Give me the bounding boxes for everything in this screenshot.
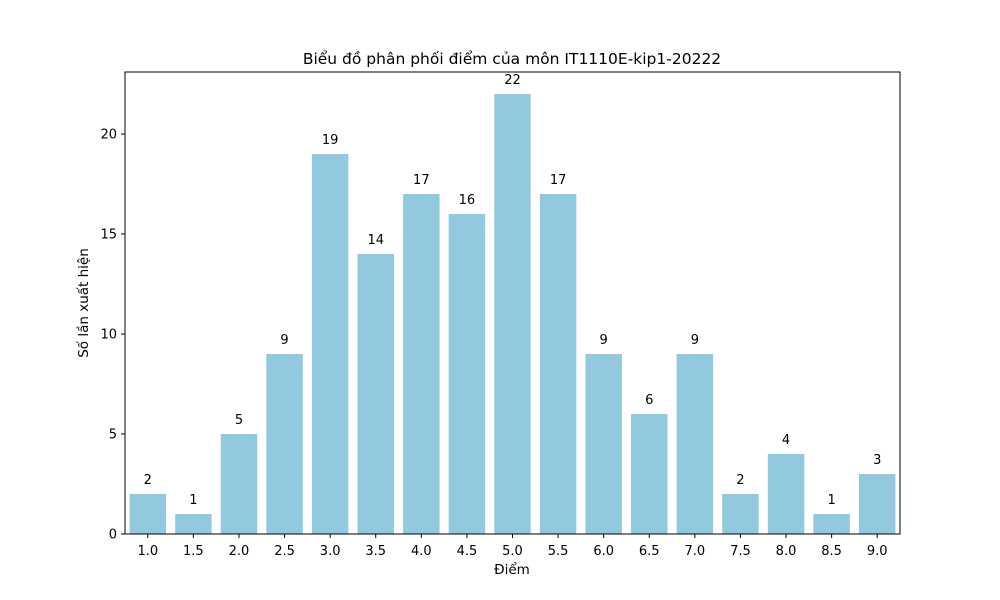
bar-1.0 [129, 494, 167, 534]
x-tick-label: 4.5 [457, 544, 478, 559]
chart-title: Biểu đồ phân phối điểm của môn IT1110E-k… [303, 50, 721, 68]
data-label-1.0: 2 [144, 473, 152, 488]
y-axis-ticks: 0 5 10 15 20 [100, 128, 125, 543]
data-labels-group: 2 1 5 9 19 14 17 16 22 17 9 6 9 2 4 1 3 [144, 73, 882, 508]
data-label-1.5: 1 [189, 493, 197, 508]
x-tick-label: 6.5 [639, 544, 660, 559]
bar-7.5 [722, 494, 759, 534]
bar-5.5 [539, 194, 577, 534]
plot-frame [124, 71, 901, 535]
data-label-8.0: 4 [782, 433, 790, 448]
x-tick-label: 5.5 [548, 544, 569, 559]
x-tick-label: 8.0 [776, 544, 797, 559]
x-axis-label: Điểm [494, 561, 530, 578]
y-tick-label: 15 [100, 228, 117, 243]
x-tick-label: 3.5 [365, 544, 386, 559]
x-axis-ticks: 1.0 1.5 2.0 2.5 3.0 3.5 4.0 4.5 5.0 5.5 6.0 6.5 7.0 7… [137, 534, 888, 559]
data-label-6.5: 6 [645, 393, 653, 408]
y-tick-label: 10 [100, 328, 117, 343]
data-label-4.0: 17 [413, 173, 430, 188]
bar-4.5 [448, 214, 486, 534]
y-tick-label: 20 [100, 128, 117, 143]
bar-9.0 [858, 474, 896, 534]
data-label-3.0: 19 [322, 133, 339, 148]
x-tick-label: 8.5 [821, 544, 842, 559]
x-tick-label: 6.0 [593, 544, 614, 559]
bar-3.5 [357, 254, 394, 534]
x-tick-label: 2.5 [274, 544, 295, 559]
x-tick-label: 2.0 [229, 544, 250, 559]
bar-3.0 [311, 154, 349, 534]
x-tick-label: 1.0 [137, 544, 158, 559]
y-axis-label: Số lần xuất hiện [75, 248, 92, 358]
data-label-3.5: 14 [367, 233, 384, 248]
x-tick-label: 4.0 [411, 544, 432, 559]
bar-1.5 [175, 514, 212, 534]
data-label-2.5: 9 [280, 333, 288, 348]
x-tick-label: 7.0 [685, 544, 706, 559]
x-tick-label: 5.0 [502, 544, 523, 559]
data-label-7.5: 2 [736, 473, 744, 488]
data-label-8.5: 1 [827, 493, 835, 508]
y-tick-label: 5 [109, 428, 117, 443]
x-tick-label: 9.0 [867, 544, 888, 559]
data-label-9.0: 3 [873, 453, 881, 468]
bar-5.0 [494, 94, 531, 534]
bar-8.5 [813, 514, 850, 534]
bar-4.0 [403, 194, 440, 534]
bar-6.0 [585, 354, 622, 534]
bar-6.5 [631, 414, 668, 534]
data-label-7.0: 9 [691, 333, 699, 348]
data-label-5.0: 22 [504, 73, 521, 88]
bars-group [129, 94, 896, 534]
bar-8.0 [767, 454, 805, 534]
bar-2.5 [266, 354, 303, 534]
y-tick-label: 0 [109, 528, 117, 543]
data-label-4.5: 16 [459, 193, 476, 208]
x-tick-label: 7.5 [730, 544, 751, 559]
data-label-5.5: 17 [550, 173, 567, 188]
bar-7.0 [676, 354, 714, 534]
x-tick-label: 3.0 [320, 544, 341, 559]
data-label-6.0: 9 [600, 333, 608, 348]
x-tick-label: 1.5 [183, 544, 204, 559]
data-label-2.0: 5 [235, 413, 243, 428]
bar-2.0 [220, 434, 258, 534]
